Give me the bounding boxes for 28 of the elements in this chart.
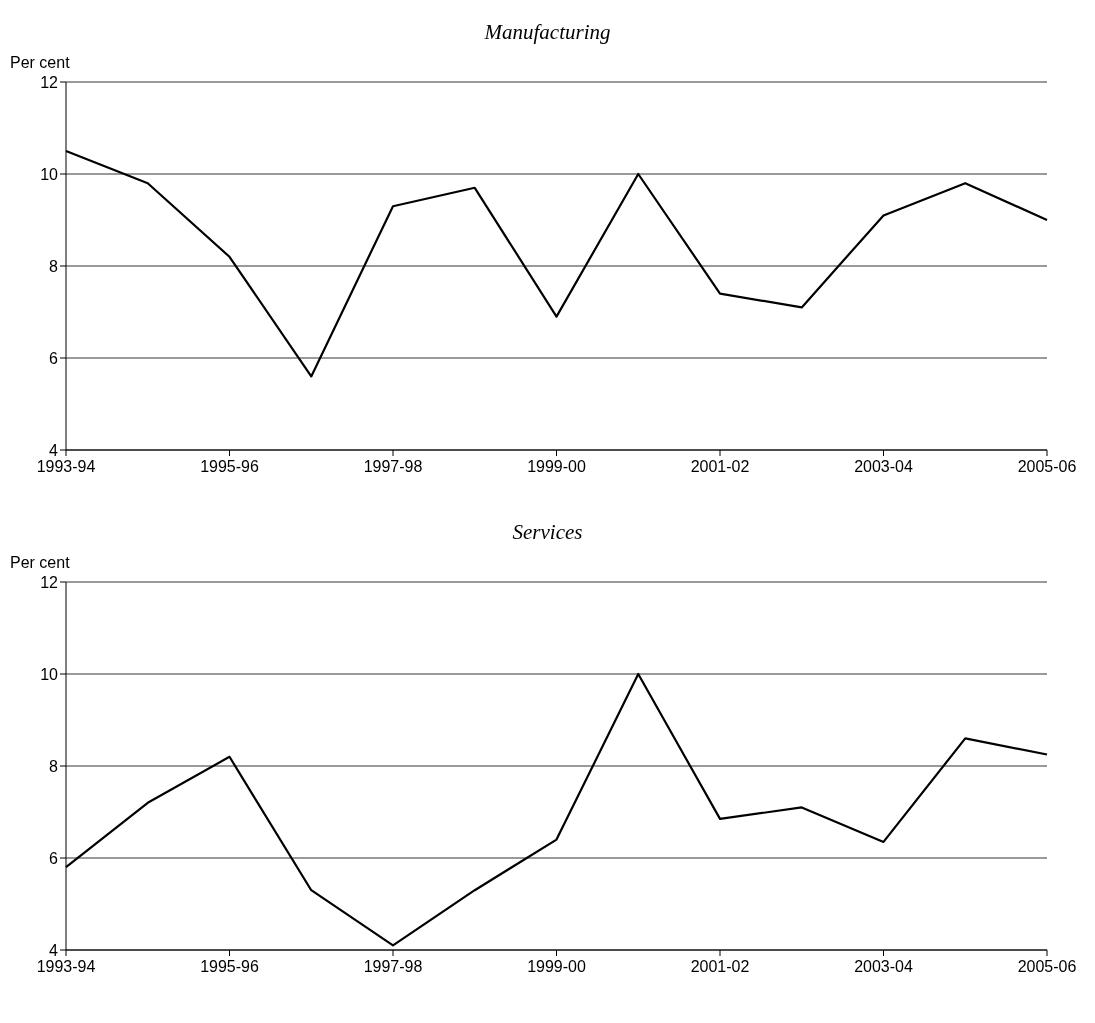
y-axis-title: Per cent xyxy=(10,54,70,72)
y-tick-label: 6 xyxy=(49,349,59,367)
x-tick-label: 2003-04 xyxy=(854,458,913,475)
y-tick-label: 8 xyxy=(49,757,59,775)
x-tick-label: 1997-98 xyxy=(363,458,423,475)
y-tick-label: 10 xyxy=(40,665,59,683)
x-tick-label: 1993-94 xyxy=(36,458,96,475)
chart-title: Manufacturing xyxy=(483,19,612,46)
x-tick-label: 1997-98 xyxy=(363,958,423,975)
x-tick-label: 2003-04 xyxy=(854,958,913,975)
x-tick-label: 2005-06 xyxy=(1017,458,1077,475)
y-tick-label: 12 xyxy=(40,73,59,91)
y-tick-label: 8 xyxy=(49,257,59,275)
y-tick-label: 10 xyxy=(40,165,59,183)
x-tick-label: 1995-96 xyxy=(200,958,259,975)
x-tick-label: 2001-02 xyxy=(690,458,750,475)
y-tick-label: 4 xyxy=(49,941,59,959)
y-tick-label: 12 xyxy=(40,573,59,591)
x-tick-label: 1999-00 xyxy=(527,958,586,975)
x-tick-label: 2005-06 xyxy=(1017,958,1077,975)
y-axis-title: Per cent xyxy=(10,554,70,572)
x-tick-label: 1999-00 xyxy=(527,458,586,475)
y-tick-label: 6 xyxy=(49,849,59,867)
y-tick-label: 4 xyxy=(49,441,59,459)
x-tick-label: 1993-94 xyxy=(36,958,96,975)
x-tick-label: 2001-02 xyxy=(690,958,750,975)
x-tick-label: 1995-96 xyxy=(200,458,259,475)
chart-title: Services xyxy=(511,519,584,546)
